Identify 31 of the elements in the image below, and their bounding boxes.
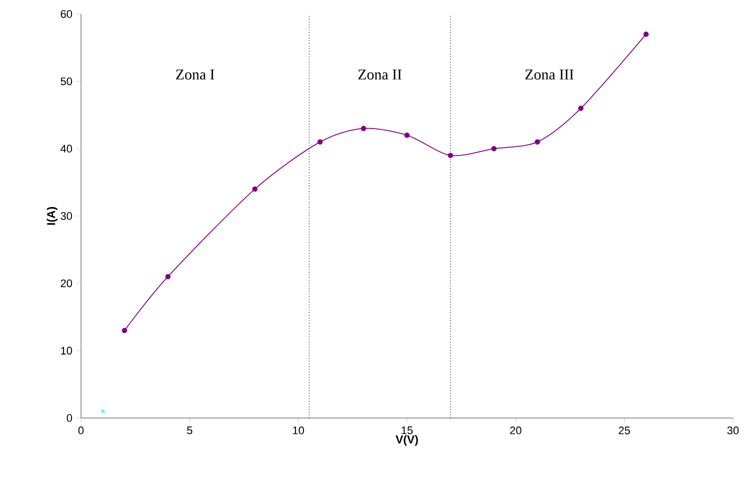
point (360, 126, 366, 132)
y-axis-title: I(A) (46, 207, 58, 225)
y-tick-label: 60 (60, 10, 72, 18)
y-tick-label: 0 (66, 414, 72, 422)
point (578, 106, 584, 111)
y-tick-label: 30 (60, 212, 72, 220)
point (534, 139, 540, 145)
point (643, 32, 649, 37)
x-tick-label: 30 (727, 426, 739, 434)
point (404, 132, 410, 138)
y-tick-label: 40 (60, 144, 72, 153)
point (252, 186, 258, 192)
point (100, 409, 105, 414)
y-tick-label: 20 (60, 279, 72, 288)
point (317, 139, 323, 145)
x-tick-label: 15 (402, 426, 413, 434)
annotation: Zona II (358, 70, 402, 80)
point (491, 146, 497, 152)
point (448, 152, 454, 158)
annotation: Zona I (176, 70, 214, 80)
x-tick-label: 0 (78, 426, 84, 434)
annotation: Zona III (525, 70, 574, 80)
point (165, 274, 171, 280)
y-tick-label: 10 (61, 346, 72, 355)
x-tick-label: 10 (293, 426, 304, 434)
x-tick-label: 5 (187, 426, 192, 434)
x-tick-label: 20 (510, 426, 522, 434)
y-tick-label: 50 (60, 77, 72, 86)
x-tick-label: 25 (618, 426, 630, 434)
x-axis-title: V(V) (396, 435, 418, 446)
point (122, 328, 128, 334)
